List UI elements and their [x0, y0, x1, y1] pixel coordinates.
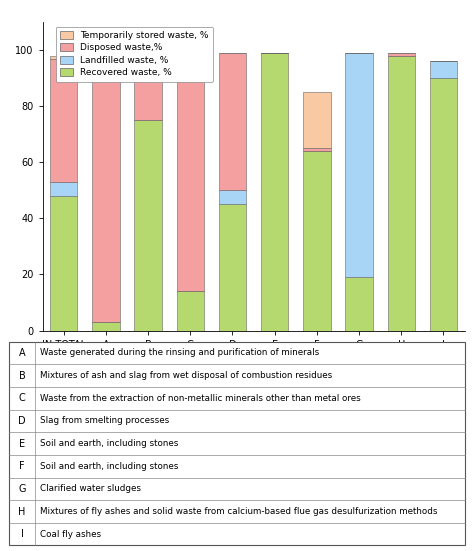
Bar — [135, 120, 162, 331]
Text: Soil and earth, including stones: Soil and earth, including stones — [40, 439, 178, 448]
Bar — [430, 78, 457, 331]
Text: Mixtures of ash and slag from wet disposal of combustion residues: Mixtures of ash and slag from wet dispos… — [40, 371, 332, 380]
Bar — [50, 182, 77, 196]
Bar — [388, 53, 415, 56]
Text: C: C — [18, 393, 26, 403]
Text: Coal fly ashes: Coal fly ashes — [40, 530, 101, 539]
Text: Soil and earth, including stones: Soil and earth, including stones — [40, 462, 178, 471]
Text: Waste from the extraction of non-metallic minerals other than metal ores: Waste from the extraction of non-metalli… — [40, 394, 361, 403]
Bar — [261, 53, 288, 331]
Bar — [219, 53, 246, 190]
Bar — [430, 61, 457, 78]
Text: D: D — [18, 416, 26, 426]
Bar — [50, 196, 77, 331]
Bar — [303, 92, 330, 148]
Bar — [92, 50, 119, 322]
Text: E: E — [19, 439, 25, 449]
Text: F: F — [19, 461, 25, 471]
Legend: Temporarily stored waste, %, Disposed waste,%, Landfilled waste, %, Recovered wa: Temporarily stored waste, %, Disposed wa… — [55, 26, 213, 82]
Text: H: H — [18, 506, 26, 516]
Bar — [219, 190, 246, 204]
Bar — [50, 56, 77, 58]
Bar — [177, 50, 204, 53]
Bar — [135, 53, 162, 120]
Text: A: A — [18, 348, 25, 358]
Bar — [177, 53, 204, 291]
Bar — [346, 53, 373, 277]
Text: B: B — [18, 371, 26, 381]
Bar — [50, 58, 77, 182]
Bar — [346, 277, 373, 331]
Text: Waste generated during the rinsing and purification of minerals: Waste generated during the rinsing and p… — [40, 348, 319, 358]
Bar — [92, 322, 119, 331]
Bar — [177, 291, 204, 331]
Bar — [219, 204, 246, 331]
Bar — [303, 148, 330, 151]
Text: G: G — [18, 484, 26, 494]
Text: Clarified water sludges: Clarified water sludges — [40, 484, 141, 493]
Text: Mixtures of fly ashes and solid waste from calcium-based flue gas desulfurizatio: Mixtures of fly ashes and solid waste fr… — [40, 507, 438, 516]
Bar — [303, 151, 330, 331]
Text: I: I — [20, 529, 23, 539]
Text: Slag from smelting processes: Slag from smelting processes — [40, 417, 169, 425]
Bar — [388, 56, 415, 331]
